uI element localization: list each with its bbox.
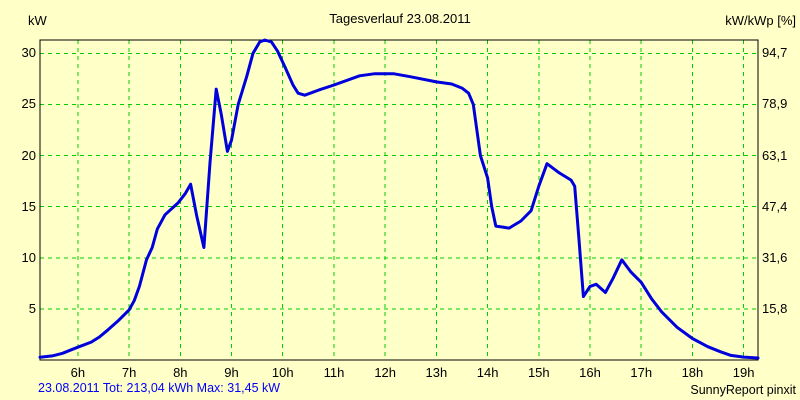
right-axis-tick-label: 78,9 xyxy=(762,96,788,112)
x-axis-tick-label: 19h xyxy=(732,365,755,380)
x-axis-tick-label: 7h xyxy=(121,365,137,380)
right-axis-unit: kW/kWp [%] xyxy=(725,13,796,28)
left-axis-tick-label: 15 xyxy=(21,198,36,214)
right-axis-tick-label: 15,8 xyxy=(762,300,788,316)
x-axis-tick-label: 9h xyxy=(224,365,239,380)
x-axis-tick-label: 11h xyxy=(323,365,345,380)
right-axis-tick-label: 94,7 xyxy=(762,45,788,61)
x-axis-tick-label: 17h xyxy=(630,365,653,380)
x-axis-tick-label: 12h xyxy=(374,365,397,380)
left-axis-unit: kW xyxy=(28,13,47,28)
power-curve xyxy=(38,38,760,360)
x-axis-tick-label: 10h xyxy=(271,365,294,380)
x-axis-tick-label: 15h xyxy=(527,365,550,380)
right-axis-tick-label: 31,6 xyxy=(762,249,788,265)
x-axis-tick-label: 6h xyxy=(70,365,86,380)
brand-label: SunnyReport pinxit xyxy=(690,383,796,397)
daily-summary: 23.08.2011 Tot: 213,04 kWh Max: 31,45 kW xyxy=(38,381,281,395)
x-axis-tick-label: 13h xyxy=(425,365,448,380)
chart-title: Tagesverlauf 23.08.2011 xyxy=(329,11,471,26)
left-axis-tick-label: 20 xyxy=(21,147,36,163)
left-axis-tick-label: 10 xyxy=(21,249,36,265)
right-axis-tick-label: 63,1 xyxy=(762,147,788,163)
right-axis-tick-label: 47,4 xyxy=(762,198,788,214)
x-axis-tick-label: 14h xyxy=(476,365,499,380)
plot-border xyxy=(39,39,759,361)
x-axis-tick-label: 16h xyxy=(579,365,601,380)
left-axis-tick-label: 5 xyxy=(28,300,36,316)
left-axis-tick-label: 30 xyxy=(21,45,36,61)
x-axis-tick-label: 18h xyxy=(681,365,704,380)
x-axis-tick-label: 8h xyxy=(173,365,188,380)
left-axis-tick-label: 25 xyxy=(21,96,36,112)
